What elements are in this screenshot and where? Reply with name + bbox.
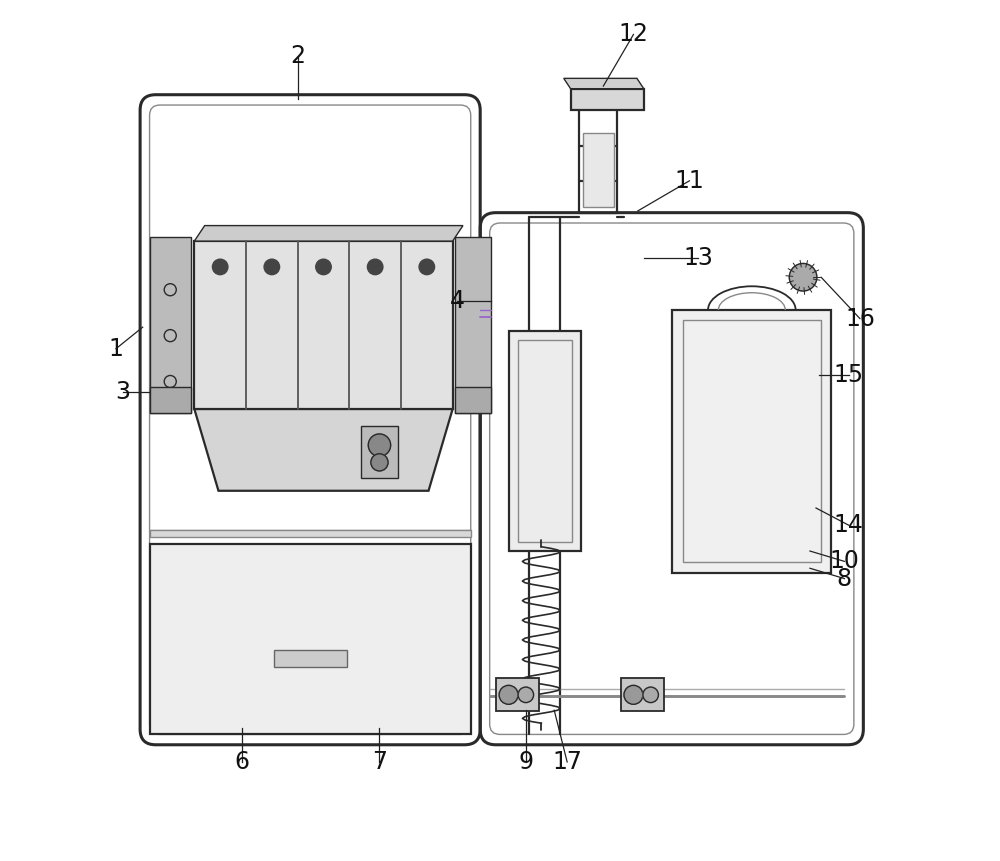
- Text: 9: 9: [518, 750, 533, 774]
- Text: 15: 15: [834, 362, 864, 387]
- Circle shape: [499, 685, 518, 704]
- Text: 8: 8: [837, 567, 852, 591]
- Circle shape: [789, 263, 817, 291]
- Text: 14: 14: [834, 513, 864, 537]
- Text: 3: 3: [115, 380, 130, 404]
- Circle shape: [419, 259, 435, 275]
- Bar: [518, 340, 572, 542]
- Text: 13: 13: [683, 246, 713, 270]
- Bar: [361, 426, 398, 478]
- Bar: [455, 387, 491, 413]
- Bar: [150, 237, 191, 413]
- Circle shape: [264, 259, 280, 275]
- Circle shape: [643, 687, 658, 703]
- Circle shape: [624, 685, 643, 704]
- Text: 1: 1: [109, 337, 123, 361]
- Bar: [274, 650, 347, 667]
- Circle shape: [368, 434, 391, 456]
- Text: 7: 7: [372, 750, 387, 774]
- Text: 17: 17: [552, 750, 582, 774]
- Bar: [583, 133, 614, 207]
- Text: 2: 2: [290, 44, 305, 68]
- Text: 16: 16: [845, 307, 875, 331]
- Bar: [683, 320, 821, 562]
- Polygon shape: [194, 226, 463, 241]
- Circle shape: [367, 259, 383, 275]
- Bar: [509, 331, 581, 551]
- Bar: [496, 678, 539, 711]
- Text: 10: 10: [829, 549, 859, 573]
- Circle shape: [212, 259, 228, 275]
- Bar: [672, 310, 831, 573]
- Text: 4: 4: [449, 289, 464, 313]
- Circle shape: [371, 454, 388, 471]
- Text: 12: 12: [619, 22, 648, 46]
- Circle shape: [316, 259, 331, 275]
- Polygon shape: [564, 78, 644, 89]
- Text: 11: 11: [675, 169, 704, 193]
- Bar: [455, 237, 491, 413]
- Polygon shape: [194, 409, 453, 491]
- Bar: [150, 530, 471, 537]
- Circle shape: [518, 687, 534, 703]
- Bar: [150, 387, 191, 413]
- Bar: [150, 544, 471, 734]
- Bar: [194, 241, 453, 409]
- Bar: [621, 678, 664, 711]
- Text: 6: 6: [234, 750, 249, 774]
- Bar: [571, 89, 644, 110]
